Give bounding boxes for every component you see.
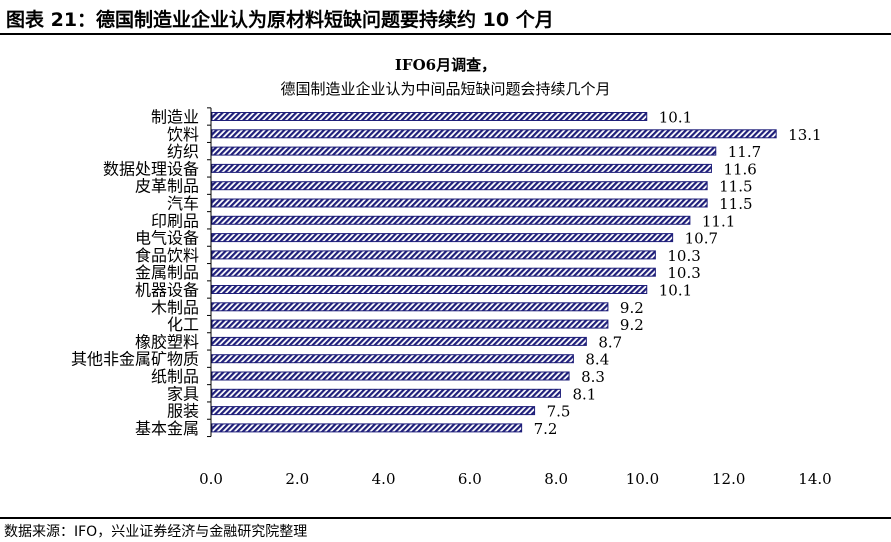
x-tick-label: 2.0	[285, 470, 309, 488]
chart-title: IFO6月调查，	[394, 56, 497, 74]
value-label: 7.5	[547, 403, 571, 421]
footer-rule	[0, 517, 891, 519]
bar	[211, 250, 656, 260]
x-tick-label: 0.0	[199, 470, 223, 488]
category-label: 服装	[167, 402, 199, 421]
bar	[211, 146, 717, 156]
bar	[211, 163, 712, 173]
value-label: 10.1	[659, 282, 692, 300]
bar	[211, 319, 609, 329]
category-label: 家具	[167, 384, 199, 403]
category-label: 电气设备	[135, 229, 199, 248]
category-label: 橡胶塑料	[135, 332, 199, 351]
category-label: 机器设备	[135, 281, 199, 300]
x-tick-label: 10.0	[626, 470, 659, 488]
bar	[211, 129, 777, 139]
bar	[211, 371, 570, 381]
value-label: 10.1	[659, 109, 692, 127]
category-label: 印刷品	[151, 211, 199, 230]
x-tick-label: 6.0	[458, 470, 482, 488]
value-label: 7.2	[534, 420, 558, 438]
bar	[211, 198, 708, 208]
value-label: 9.2	[620, 299, 644, 317]
category-label: 金属制品	[135, 263, 199, 282]
value-label: 10.7	[685, 230, 718, 248]
value-label: 11.6	[723, 160, 756, 178]
category-label: 皮革制品	[135, 177, 199, 196]
chart-subtitle: 德国制造业企业认为中间品短缺问题会持续几个月	[280, 80, 611, 98]
x-tick-label: 8.0	[544, 470, 568, 488]
source-note: 数据来源：IFO，兴业证券经济与金融研究院整理	[4, 524, 308, 540]
x-tick-label: 12.0	[712, 470, 745, 488]
value-label: 11.5	[719, 178, 752, 196]
bar	[211, 354, 574, 364]
category-label: 其他非金属矿物质	[71, 350, 199, 369]
category-label: 饮料	[167, 125, 199, 144]
bar	[211, 112, 648, 121]
bar	[211, 233, 674, 243]
value-label: 11.7	[728, 143, 761, 161]
category-label: 制造业	[151, 108, 199, 127]
x-tick-label: 14.0	[798, 470, 831, 488]
category-label: 食品饮料	[135, 246, 199, 265]
bar	[211, 302, 609, 312]
value-label: 9.2	[620, 316, 644, 334]
bar	[211, 388, 561, 398]
category-label: 纸制品	[151, 367, 199, 386]
value-label: 8.3	[581, 368, 605, 386]
category-label: 数据处理设备	[103, 159, 199, 178]
value-label: 8.7	[598, 333, 622, 351]
bar	[211, 267, 656, 277]
value-label: 13.1	[788, 126, 821, 144]
bar	[211, 406, 536, 416]
value-label: 11.1	[702, 212, 735, 230]
bar	[211, 336, 587, 346]
bar	[211, 215, 691, 225]
value-label: 10.3	[667, 247, 700, 265]
value-label: 8.1	[572, 385, 596, 403]
figure-header: 图表 21：德国制造业企业认为原材料短缺问题要持续约 10 个月	[0, 0, 891, 40]
x-tick-label: 4.0	[372, 470, 396, 488]
bar	[211, 181, 708, 191]
figure-title: 图表 21：德国制造业企业认为原材料短缺问题要持续约 10 个月	[6, 9, 554, 31]
bar	[211, 285, 648, 294]
value-label: 10.3	[667, 264, 700, 282]
bar	[211, 423, 523, 433]
category-label: 基本金属	[135, 419, 199, 438]
category-label: 化工	[167, 315, 199, 334]
value-label: 11.5	[719, 195, 752, 213]
category-label: 木制品	[151, 298, 199, 317]
value-label: 8.4	[585, 351, 609, 369]
category-label: 汽车	[167, 194, 199, 213]
header-rule	[0, 33, 891, 35]
category-label: 纺织	[167, 142, 199, 161]
